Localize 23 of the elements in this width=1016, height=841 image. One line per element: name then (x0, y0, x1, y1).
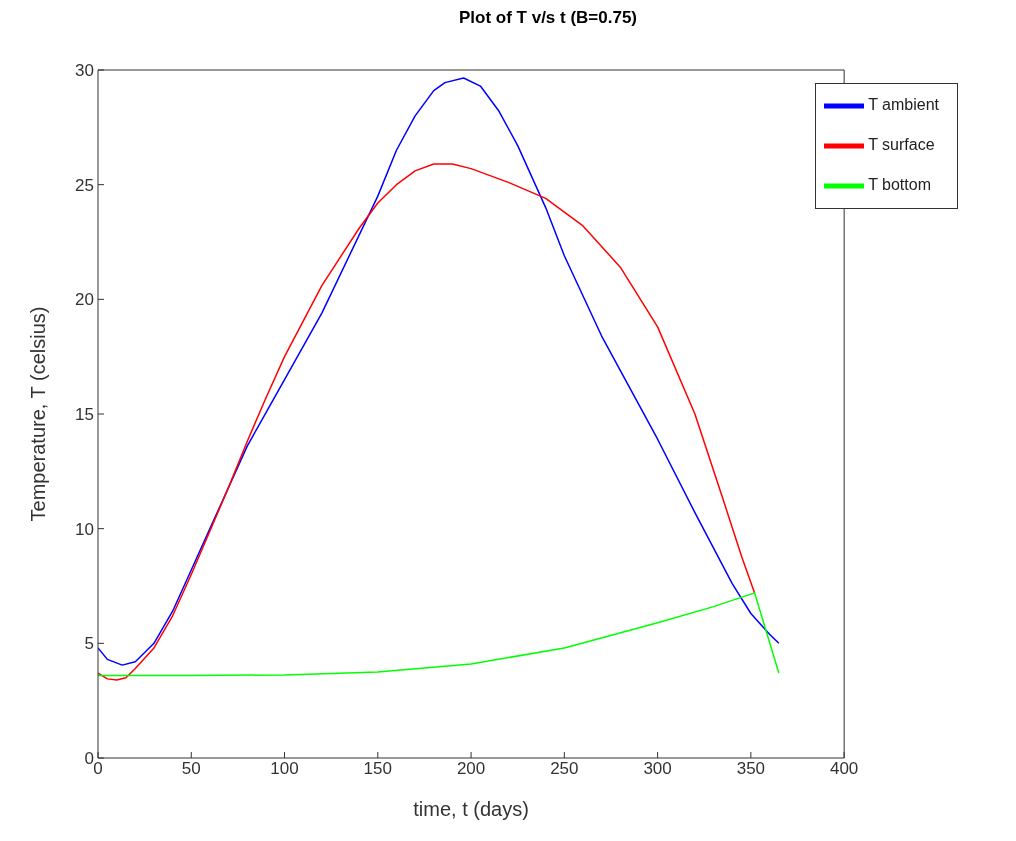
line-series (98, 77, 780, 666)
y-tick-label: 30 (75, 61, 94, 81)
legend-label: T bottom (868, 176, 931, 194)
legend-label: T ambient (868, 96, 939, 114)
y-tick-label: 20 (75, 290, 94, 310)
x-tick-label: 250 (550, 759, 579, 779)
line-series (98, 163, 756, 681)
x-tick-label: 150 (363, 759, 392, 779)
y-tick-label: 25 (75, 175, 94, 195)
x-tick-label: 200 (456, 759, 486, 779)
x-axis-title: time, t (days) (413, 798, 529, 821)
x-tick-label: 400 (829, 759, 859, 779)
legend-label: T surface (868, 136, 935, 154)
chart-title: Plot of T v/s t (B=0.75) (457, 8, 639, 28)
y-axis-title: Temperature, T (celsius) (27, 306, 50, 522)
x-tick-label: 100 (270, 759, 299, 779)
line-series (98, 592, 780, 677)
y-tick-label: 5 (84, 634, 94, 654)
x-tick-label: 50 (181, 759, 201, 779)
y-tick-label: 10 (75, 519, 94, 539)
x-tick-label: 350 (736, 759, 766, 779)
y-tick-label: 15 (75, 405, 94, 425)
x-tick-label: 300 (643, 759, 672, 779)
